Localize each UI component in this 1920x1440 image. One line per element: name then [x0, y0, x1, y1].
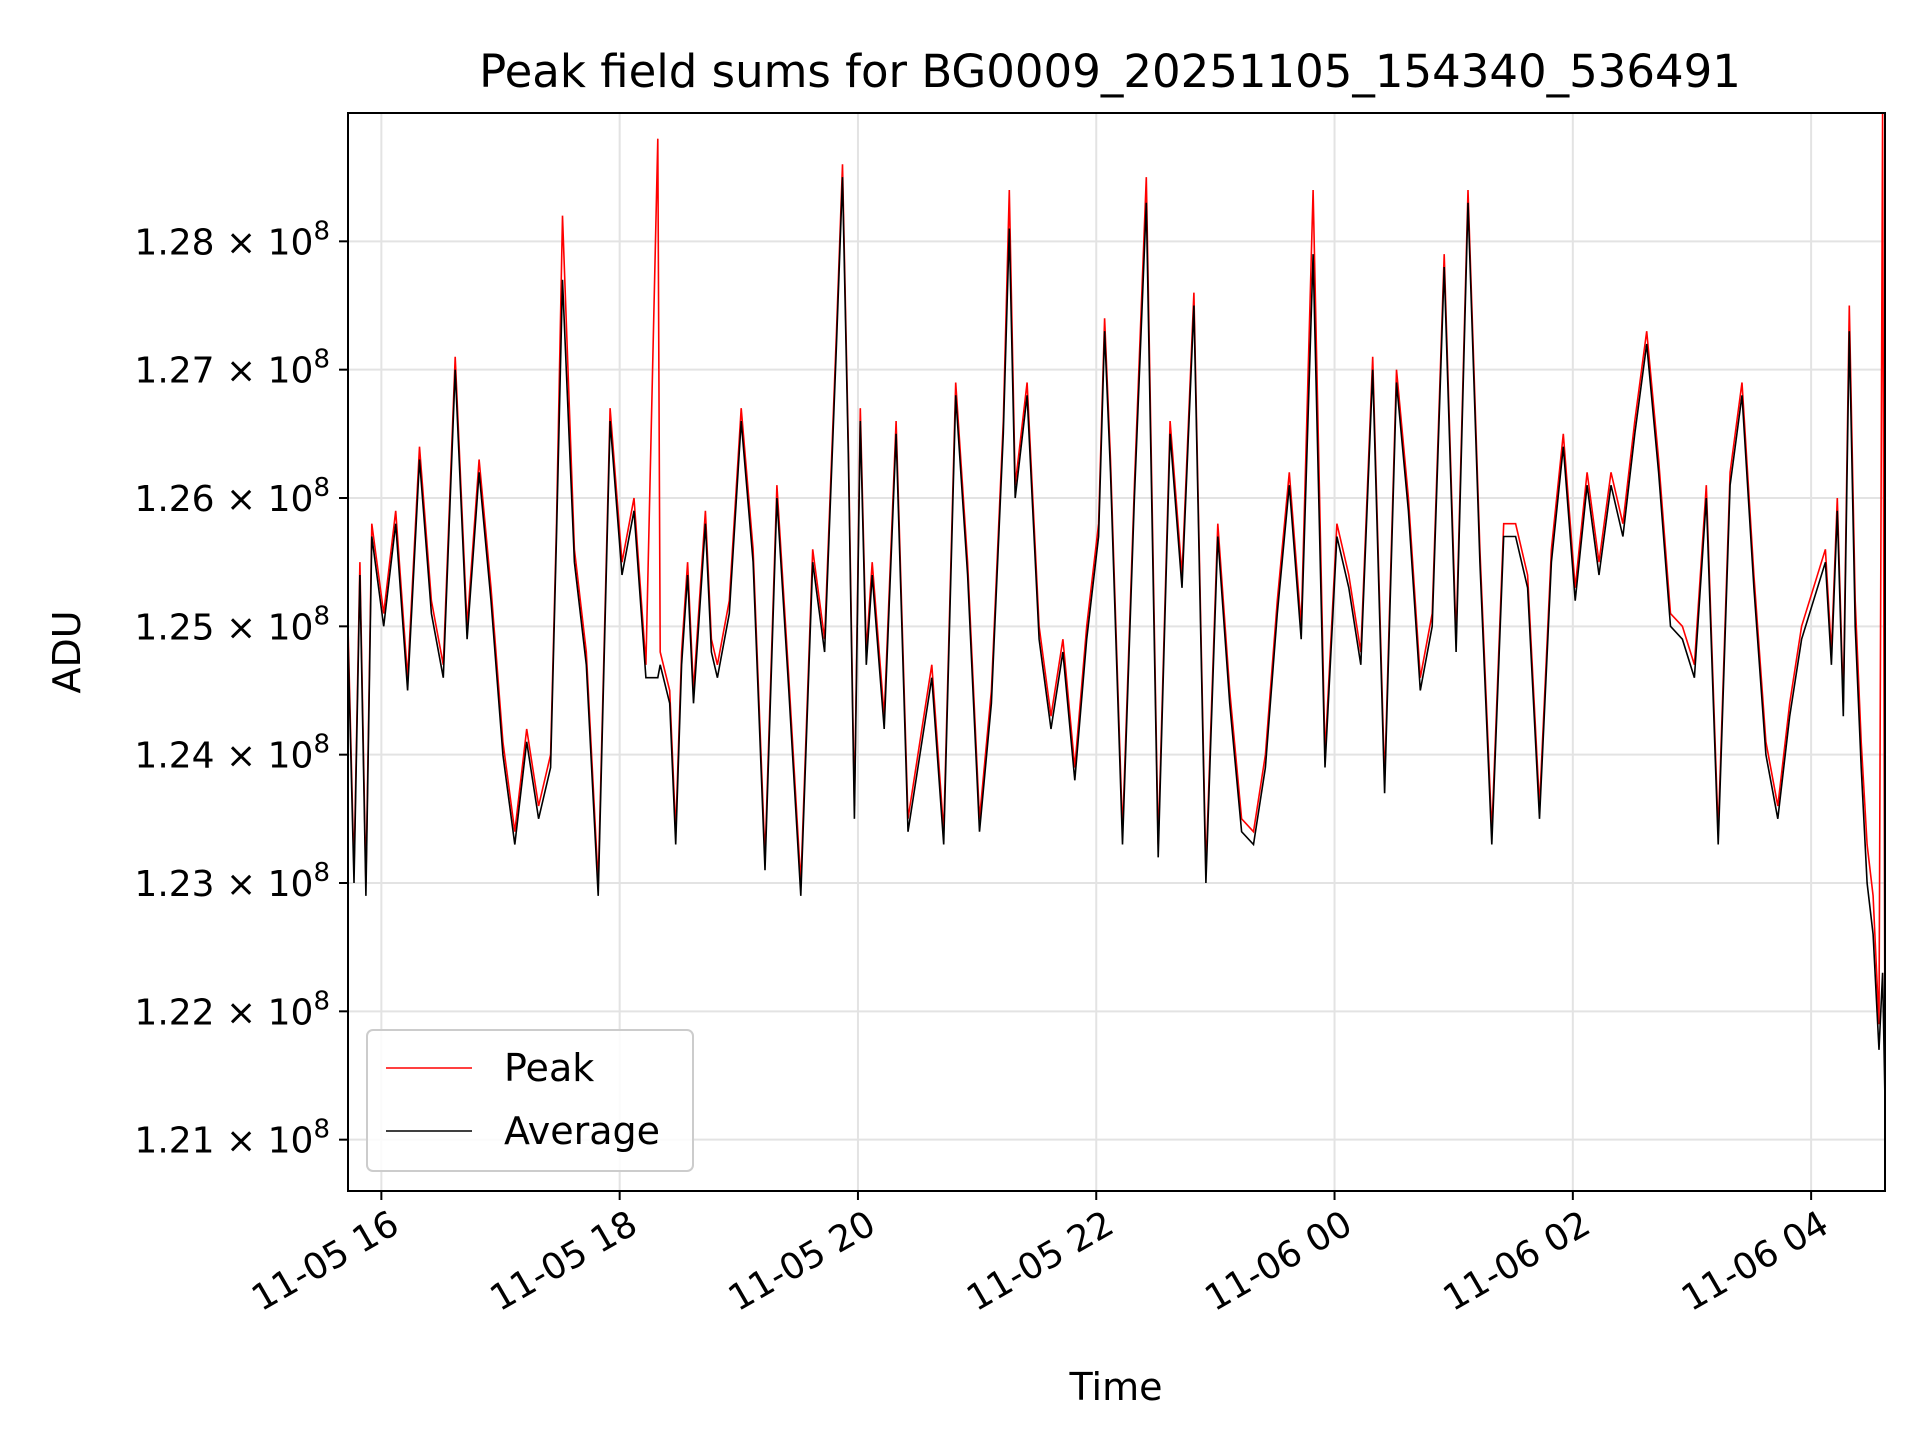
legend-box: [366, 1029, 694, 1172]
y-tick-label: 1.23 × 108: [134, 858, 330, 905]
plot-frame: [347, 112, 1886, 1192]
y-tick-label: 1.24 × 108: [134, 730, 330, 777]
x-axis-label: Time: [1069, 1365, 1163, 1409]
chart-title: Peak field sums for BG0009_20251105_1543…: [479, 45, 1741, 98]
legend-peak-label: Peak: [504, 1046, 594, 1090]
legend-average-label: Average: [504, 1109, 660, 1153]
y-tick-label: 1.28 × 108: [134, 216, 330, 263]
y-tick-label: 1.25 × 108: [134, 601, 330, 648]
y-tick-label: 1.27 × 108: [134, 345, 330, 392]
y-tick-label: 1.21 × 108: [134, 1115, 330, 1162]
y-axis: 1.21 × 108 1.22 × 108 1.23 × 108 1.24 × 108…: [134, 216, 348, 1162]
series-layer: [347, 112, 1886, 1102]
y-tick-label: 1.22 × 108: [134, 986, 330, 1033]
y-tick-label: 1.26 × 108: [134, 473, 330, 520]
average-series-line: [347, 177, 1886, 1102]
legend: Peak Average: [366, 1029, 694, 1172]
y-axis-label: ADU: [45, 610, 89, 693]
